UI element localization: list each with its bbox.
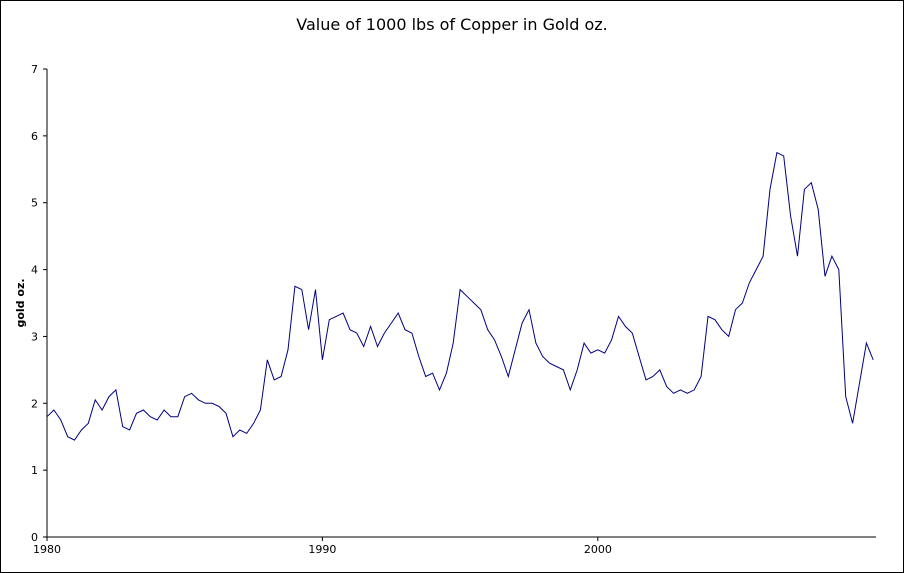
x-tick-label: 1980: [33, 543, 61, 556]
y-tick-label: 6: [31, 130, 38, 143]
data-line: [46, 151, 874, 441]
y-tick-label: 3: [31, 330, 38, 343]
x-tick-label: 1990: [308, 543, 336, 556]
chart-title: Value of 1000 lbs of Copper in Gold oz.: [296, 15, 607, 34]
y-tick-label: 4: [31, 264, 38, 277]
y-tick-label: 7: [31, 63, 38, 76]
y-tick-label: 5: [31, 197, 38, 210]
y-axis-label: gold oz.: [14, 278, 27, 327]
y-tick-label: 2: [31, 397, 38, 410]
y-tick-label: 0: [31, 531, 38, 544]
y-tick-label: 1: [31, 464, 38, 477]
x-tick-label: 2000: [584, 543, 612, 556]
